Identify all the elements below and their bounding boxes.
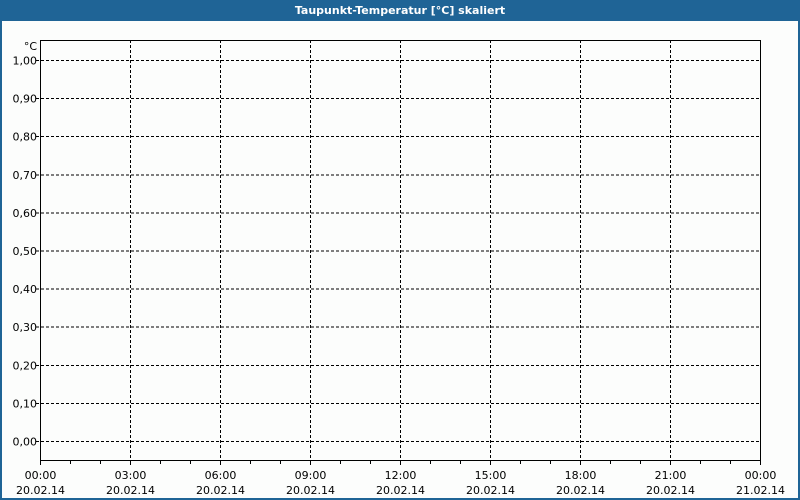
x-tick-time: 12:00: [385, 469, 417, 482]
y-tick-label: 0,20: [13, 359, 38, 372]
y-tick-label: 1,00: [13, 55, 38, 68]
plot-frame: [40, 40, 761, 461]
x-tick-time: 21:00: [655, 469, 687, 482]
x-tick-date: 20.02.14: [16, 484, 65, 497]
x-tick-time: 15:00: [475, 469, 507, 482]
y-tick-label: 0,40: [13, 283, 38, 296]
x-tick-date: 20.02.14: [106, 484, 155, 497]
y-tick-label: 0,60: [13, 207, 38, 220]
x-tick-time: 00:00: [745, 469, 777, 482]
x-tick-time: 00:00: [25, 469, 57, 482]
y-tick-label: 0,10: [13, 397, 38, 410]
x-tick-date: 20.02.14: [556, 484, 605, 497]
x-tick-time: 06:00: [205, 469, 237, 482]
x-tick-date: 20.02.14: [466, 484, 515, 497]
x-tick-date: 20.02.14: [376, 484, 425, 497]
y-tick-label: 0,80: [13, 131, 38, 144]
x-tick-time: 03:00: [115, 469, 147, 482]
x-tick-date: 20.02.14: [646, 484, 695, 497]
y-tick-label: 0,90: [13, 93, 38, 106]
y-tick-label: 0,30: [13, 321, 38, 334]
x-tick-date: 21.02.14: [736, 484, 785, 497]
x-tick-time: 18:00: [565, 469, 597, 482]
y-axis-unit: °C: [24, 40, 38, 53]
x-tick-time: 09:00: [295, 469, 327, 482]
x-tick-date: 20.02.14: [196, 484, 245, 497]
window-title: Taupunkt-Temperatur [°C] skaliert: [0, 0, 800, 21]
y-tick-label: 0,50: [13, 245, 38, 258]
y-tick-label: 0,00: [13, 436, 38, 449]
y-tick-label: 0,70: [13, 169, 38, 182]
x-tick-date: 20.02.14: [286, 484, 335, 497]
